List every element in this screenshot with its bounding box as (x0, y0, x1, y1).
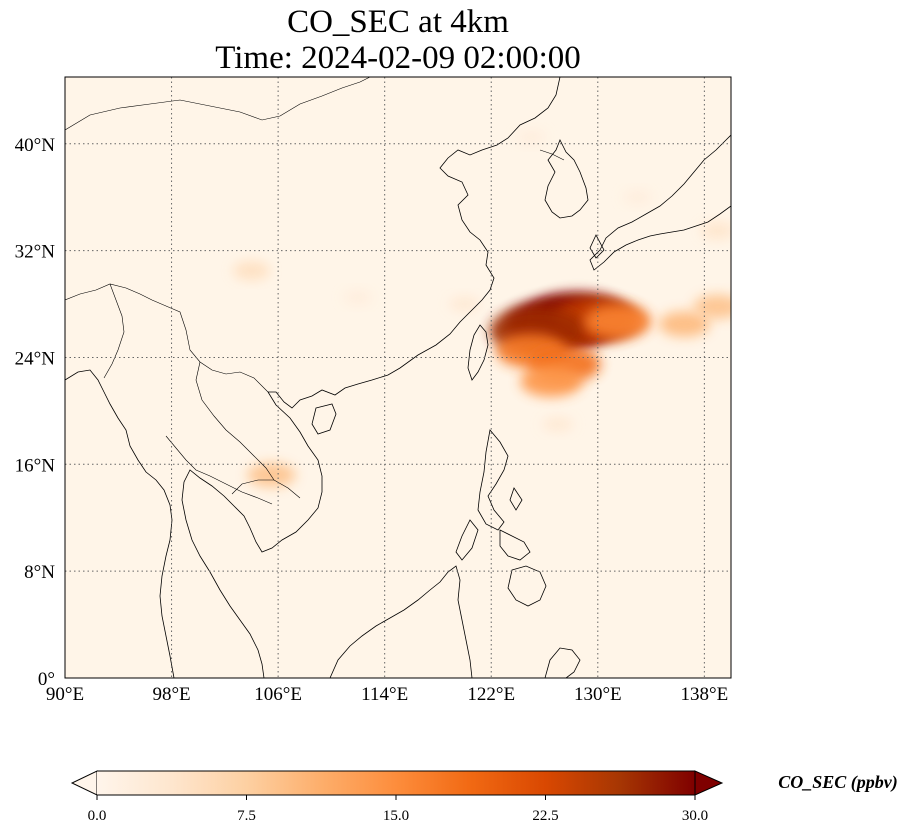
border-myanmar-india (103, 283, 125, 379)
plume-blob-16 (623, 189, 653, 205)
coastline-visayas (499, 487, 531, 561)
colorbar: 0.0 7.5 15.0 22.5 30.0 CO_SEC (ppbv) (70, 770, 898, 824)
plume-blob-13 (448, 296, 481, 313)
colorbar-tick-label-4: 30.0 (682, 808, 708, 824)
coastline-mindanao (507, 565, 547, 607)
plume-blob-10 (700, 221, 731, 240)
map-layers (65, 77, 731, 678)
coastline-hainan (311, 403, 337, 435)
border-china-south (65, 283, 269, 393)
plume-blob-12 (247, 462, 296, 488)
lon-tick-label-1: 98°E (152, 684, 190, 705)
colorbar-under-arrow (70, 770, 98, 796)
plume-blob-17 (541, 416, 574, 433)
border-korea (539, 149, 565, 161)
lon-tick-label-4: 122°E (467, 684, 515, 705)
map-background (65, 77, 731, 678)
plume-blob-15 (516, 129, 546, 145)
plume-blob-14 (343, 290, 373, 305)
country-borders (65, 77, 565, 505)
colorbar-over-arrow (694, 770, 724, 796)
lat-tick-label-2: 16°N (15, 455, 56, 476)
lat-tick-label-4: 32°N (15, 242, 56, 263)
lon-tick-label-3: 114°E (361, 684, 408, 705)
plume-blob-11 (232, 261, 271, 281)
coastline-indochina (181, 391, 323, 678)
map-title-line2: Time: 2024-02-09 02:00:00 (215, 40, 581, 76)
lat-tick-label-3: 24°N (15, 348, 56, 369)
colorbar-tick-label-0: 0.0 (88, 808, 107, 824)
lon-tick-label-5: 130°E (574, 684, 622, 705)
colorbar-ticks: 0.0 7.5 15.0 22.5 30.0 (88, 795, 708, 824)
concentration-field (232, 129, 731, 488)
plume-blob-4 (584, 304, 652, 339)
coastline-palawan (455, 519, 479, 561)
colorbar-tick-label-3: 22.5 (532, 808, 558, 824)
lon-tick-label-0: 90°E (46, 684, 84, 705)
border-thailand (165, 435, 273, 505)
colorbar-tick-label-1: 7.5 (237, 808, 256, 824)
plume-blob-7 (520, 366, 583, 397)
lat-tick-label-1: 8°N (24, 562, 55, 583)
plume-blob-9 (693, 294, 731, 319)
colorbar-tick-label-2: 15.0 (383, 808, 409, 824)
colorbar-gradient (97, 771, 695, 795)
coastline-sulawesi (544, 647, 581, 678)
plume-blob-8 (658, 311, 710, 337)
lat-tick-label-0: 0° (38, 669, 55, 690)
coastline-borneo (329, 565, 473, 678)
border-laos (195, 361, 275, 481)
coastline-myanmar (65, 369, 175, 678)
map-frame (64, 76, 732, 679)
coastline-mainland (268, 77, 561, 409)
coastline-taiwan (467, 324, 489, 381)
lon-tick-label-2: 106°E (254, 684, 302, 705)
lat-tick-label-5: 40°N (15, 135, 56, 156)
border-cambodia (231, 479, 301, 499)
map-axes: 90°E 98°E 106°E 114°E 122°E 130°E 138°E 0° 8°N 16… (15, 135, 729, 705)
lon-tick-label-6: 138°E (681, 684, 729, 705)
colorbar-label: CO_SEC (ppbv) (778, 772, 898, 793)
coastlines (65, 77, 731, 678)
coastline-luzon (477, 429, 509, 531)
gridlines (65, 77, 731, 678)
map-title-line1: CO_SEC at 4km (287, 4, 509, 40)
coastline-kyushu (589, 234, 605, 259)
border-mongolia (65, 77, 371, 131)
coastline-korea (544, 139, 589, 219)
